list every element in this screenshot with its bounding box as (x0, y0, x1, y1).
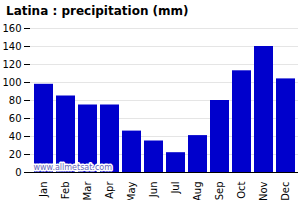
svg-text:80: 80 (9, 95, 22, 106)
svg-text:May: May (126, 181, 137, 200)
svg-text:Dec: Dec (280, 182, 291, 200)
svg-text:160: 160 (2, 23, 21, 34)
svg-text:0: 0 (15, 167, 21, 178)
svg-text:Jun: Jun (148, 182, 159, 199)
svg-text:Oct: Oct (236, 181, 247, 198)
svg-text:Jan: Jan (38, 182, 49, 198)
svg-text:140: 140 (2, 41, 21, 52)
html-text:Latina : precipitation (mm): Latina : precipitation (mm) (6, 4, 189, 18)
svg-text:20: 20 (9, 149, 22, 160)
svg-text:120: 120 (2, 59, 21, 70)
svg-text:Feb: Feb (60, 182, 71, 200)
svg-text:Sep: Sep (214, 182, 225, 200)
svg-text:Nov: Nov (258, 181, 269, 200)
svg-text:60: 60 (9, 113, 22, 124)
svg-text:Aug: Aug (192, 182, 203, 200)
svg-text:www.allmetsat.com: www.allmetsat.com (34, 163, 113, 172)
svg-text:Jul: Jul (170, 182, 181, 195)
svg-text:Mar: Mar (82, 181, 93, 200)
svg-text:100: 100 (2, 77, 21, 88)
svg-text:Apr: Apr (104, 181, 115, 199)
svg-text:40: 40 (9, 131, 22, 142)
